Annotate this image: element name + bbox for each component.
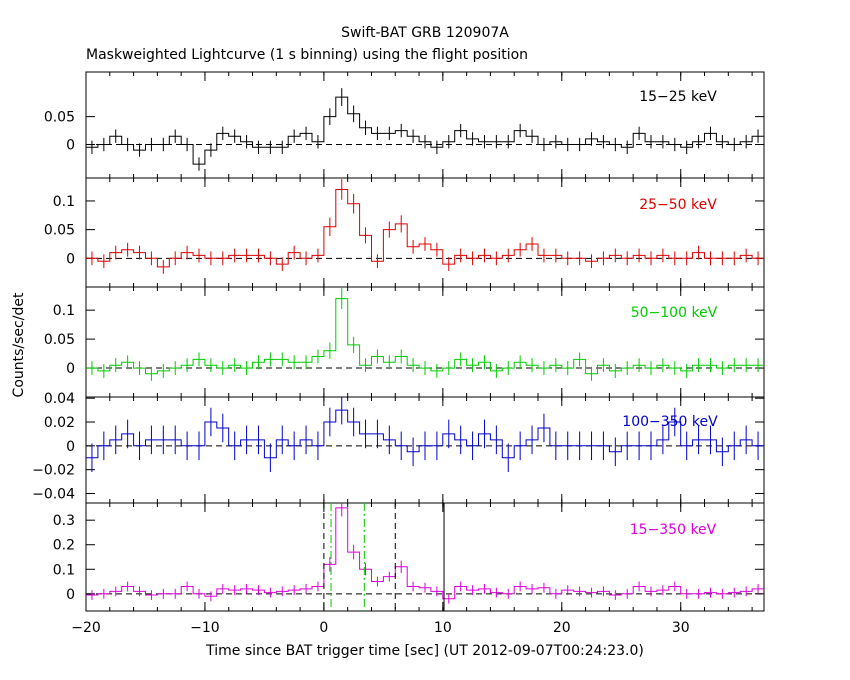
data-group (86, 88, 764, 171)
y-tick-label: 0 (66, 138, 75, 154)
panels-group: 0 0.05 15−25 keV 0 0.05 0.1 25−50 keV 0 0.05 0.1 5… (32, 71, 765, 636)
x-axis-label: Time since BAT trigger time [sec] (UT 20… (205, 643, 644, 659)
y-axis-label: Counts/sec/det (11, 292, 27, 397)
y-tick-label: 0.1 (53, 562, 75, 578)
chart-subtitle: Maskweighted Lightcurve (1 s binning) us… (86, 47, 528, 63)
x-tick-label: −10 (190, 620, 220, 636)
series-line (86, 298, 764, 375)
data-group (86, 397, 764, 473)
y-tick-label: 0.05 (44, 223, 75, 239)
y-tick-label: 0 (66, 587, 75, 603)
series-line (86, 409, 764, 459)
y-tick-label: 0.3 (53, 513, 75, 529)
panel-label: 15−350 keV (630, 522, 717, 538)
y-tick-label: 0.04 (44, 391, 75, 407)
panel-frame (85, 177, 765, 288)
data-group (86, 288, 764, 381)
y-tick-label: 0 (66, 251, 75, 267)
panel-frame (85, 286, 765, 398)
x-tick-label: 20 (553, 620, 571, 636)
y-tick-label: 0.2 (53, 538, 75, 554)
panel-frame (85, 502, 765, 612)
x-tick-label: 30 (672, 620, 690, 636)
panel-label: 100−350 keV (622, 414, 718, 430)
panel-1: 0 0.05 0.1 25−50 keV (44, 177, 765, 288)
panel-label: 15−25 keV (639, 89, 717, 105)
y-tick-label: 0 (66, 361, 75, 377)
panel-frame (85, 71, 765, 179)
panel-label: 50−100 keV (631, 305, 718, 321)
y-tick-label: 0.05 (44, 110, 75, 126)
data-group (86, 503, 764, 611)
x-tick-label: −20 (71, 620, 101, 636)
x-tick-label: 0 (319, 620, 328, 636)
y-tick-label: 0.02 (44, 415, 75, 431)
y-tick-label: 0.1 (53, 194, 75, 210)
y-tick-label: 0.1 (53, 303, 75, 319)
y-tick-label: 0.05 (44, 332, 75, 348)
data-group (86, 179, 764, 274)
panel-2: 0 0.05 0.1 50−100 keV (44, 286, 765, 398)
chart-title: Swift-BAT GRB 120907A (341, 25, 509, 41)
y-tick-label: −0.02 (32, 463, 75, 479)
series-line (86, 96, 764, 165)
panel-3: −0.04 −0.02 0 0.02 0.04 100−350 keV (32, 391, 765, 504)
x-tick-label: 10 (434, 620, 452, 636)
y-tick-label: 0 (66, 439, 75, 455)
y-tick-label: −0.04 (32, 486, 75, 502)
panel-4: 0 0.1 0.2 0.3 15−350 keV (53, 502, 765, 612)
panel-label: 25−50 keV (639, 197, 717, 213)
panel-0: 0 0.05 15−25 keV (44, 71, 765, 179)
